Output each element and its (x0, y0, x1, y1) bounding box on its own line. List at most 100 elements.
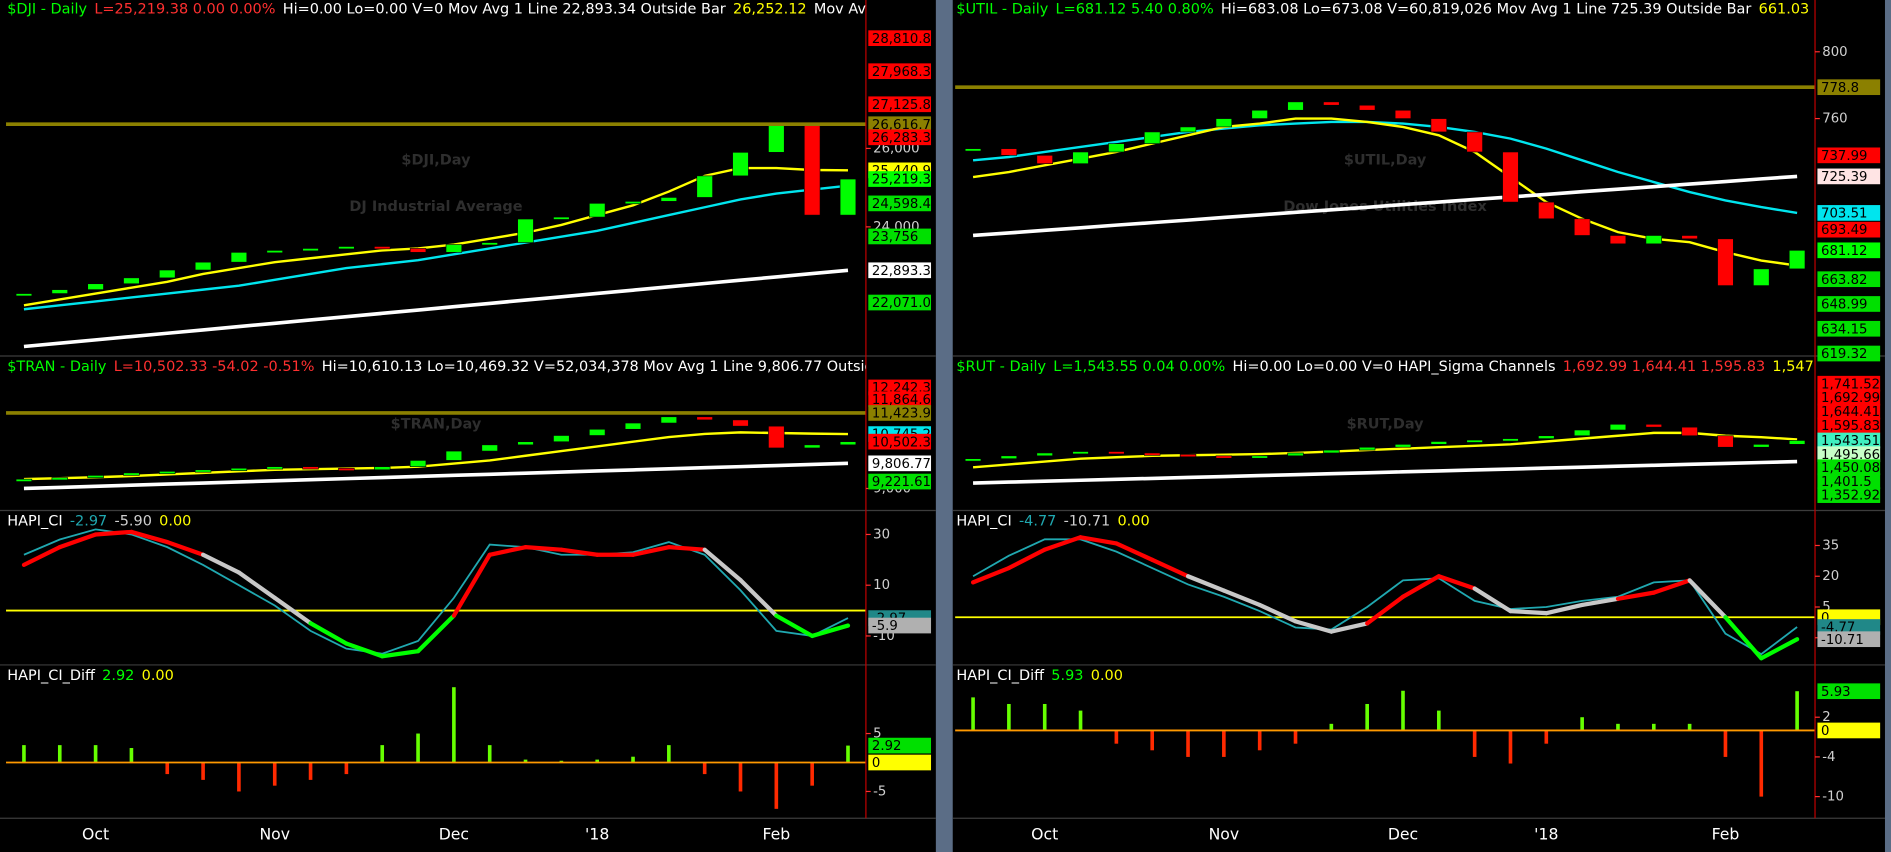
candle (589, 428, 606, 436)
header-item: 26,252.12 (733, 2, 807, 18)
diff-bar (93, 745, 98, 763)
candle (1072, 451, 1089, 455)
ci-segment (1615, 590, 1656, 601)
price-label-box (1817, 221, 1881, 238)
price-label-box (868, 405, 932, 421)
candle (1000, 455, 1018, 459)
diff-bar (1114, 730, 1119, 744)
header-item: $DJI - Daily (7, 2, 87, 18)
price-label-box (868, 737, 932, 754)
price-label: 24,598.4 (872, 197, 931, 212)
candle (1323, 101, 1340, 106)
header-item: 1,547.24 (1772, 359, 1836, 375)
candle (302, 248, 319, 252)
diff-bar (1759, 730, 1764, 797)
price-label: 703.51 (1821, 207, 1867, 222)
y-tick-label: 20 (1822, 569, 1839, 584)
panel-header: HAPI_CI_Diff 5.93 0.00 (956, 668, 1123, 684)
candle (696, 416, 713, 421)
diff-bar (308, 762, 313, 780)
diff-bar (1222, 730, 1226, 757)
ci-segment (1185, 574, 1226, 593)
price-label: 0 (1821, 724, 1829, 739)
candle (1394, 109, 1412, 119)
price-label: 0 (1821, 611, 1829, 626)
ci-segment (308, 621, 349, 646)
ci-segment (1687, 578, 1728, 620)
candle (1609, 423, 1627, 431)
candle (1394, 444, 1412, 448)
y-tick-label: 2 (1822, 710, 1830, 725)
candle (1609, 235, 1627, 245)
diff-bar (738, 762, 743, 792)
candle (302, 466, 319, 470)
ci-segment (1580, 596, 1621, 608)
price-label-box (1817, 242, 1881, 259)
header-item: $TRAN - Daily (7, 359, 107, 375)
candle (1466, 131, 1483, 153)
panel-header: HAPI_CI -4.77 -10.71 0.00 (956, 513, 1149, 529)
candle (624, 422, 642, 430)
candle (159, 471, 176, 475)
price-label-box (1817, 432, 1881, 449)
ci-segment (1329, 621, 1370, 634)
candle (1681, 426, 1698, 437)
price-label-box (868, 617, 932, 634)
ci-segment (1293, 619, 1334, 634)
ci-segment (1257, 602, 1298, 624)
candle (374, 246, 391, 250)
header-item: 0.00 (142, 668, 174, 684)
price-label-box (1817, 722, 1881, 739)
candle (839, 178, 857, 216)
ci-segment (523, 545, 564, 552)
price-label: 693.49 (1821, 223, 1867, 238)
header-item: L=25,219.38 0.00 0.00% (94, 2, 275, 18)
candle (1430, 441, 1448, 445)
price-label-box (1817, 147, 1881, 164)
candle (1358, 104, 1376, 111)
candle (768, 425, 785, 449)
candle (1466, 439, 1483, 443)
panel-header: $DJI - Daily L=25,219.38 0.00 0.00% Hi=0.0… (7, 2, 907, 18)
candle (1645, 235, 1662, 245)
diff-bar (272, 762, 277, 786)
header-item: Hi=0.00 Lo=0.00 V=0 Mov Avg 1 Line 22,89… (283, 2, 726, 18)
candle (15, 478, 33, 482)
candle (768, 124, 785, 153)
diff-bar (523, 759, 528, 763)
price-label: 648.99 (1821, 298, 1867, 313)
x-axis-label: Feb (762, 825, 790, 844)
header-item: 0.00 (1117, 513, 1149, 529)
price-label: 27,125.8 (872, 98, 931, 113)
candle (1179, 454, 1197, 458)
ci-segment (1508, 608, 1549, 616)
candle (1144, 452, 1161, 456)
header-item: Hi=10,610.13 Lo=10,469.32 V=52,034,378 M… (322, 359, 906, 375)
y-tick-label: -5 (873, 784, 886, 799)
indicator-line (973, 459, 1798, 485)
y-tick-label: 800 (1822, 45, 1847, 60)
candle (266, 466, 283, 470)
diff-bar (201, 762, 205, 780)
price-label: 25,219.3 (872, 173, 931, 188)
price-label: -10.71 (1821, 633, 1864, 648)
price-label-box (1817, 683, 1881, 700)
indicator-line (23, 528, 849, 655)
price-label-box (1817, 487, 1881, 503)
price-label: 1,595.83 (1821, 419, 1880, 434)
price-label: 22,893.3 (872, 264, 931, 279)
indicator-line (23, 268, 849, 349)
price-label: 1,644.41 (1821, 405, 1880, 420)
diff-bar (631, 756, 635, 763)
price-label-box (868, 96, 932, 113)
price-label: 5.93 (1821, 685, 1851, 700)
candle (15, 293, 33, 297)
diff-bar (1437, 710, 1441, 731)
price-label-box (1817, 296, 1881, 312)
candle (1215, 455, 1233, 459)
diff-bar (1687, 723, 1692, 731)
diff-bar (416, 733, 420, 763)
watermark-subtitle: DJ Industrial Average (349, 199, 522, 215)
candle (1072, 151, 1089, 164)
diff-bar (22, 745, 26, 763)
